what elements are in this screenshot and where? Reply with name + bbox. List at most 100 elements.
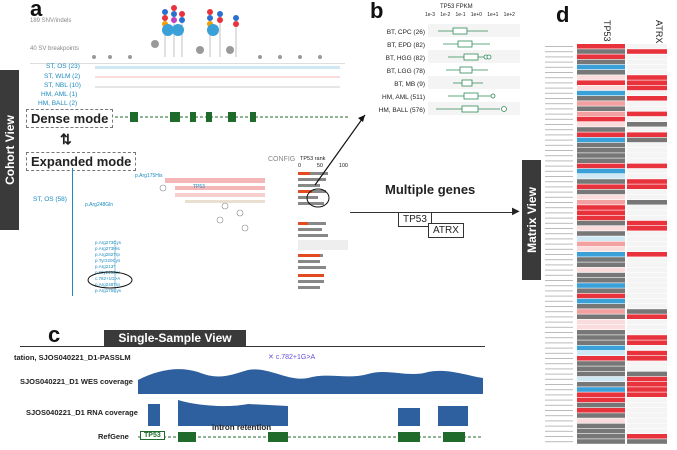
fpkm-group[interactable]: HM, AML (511) [382,94,425,101]
gene-box-tp53[interactable]: TP53 [398,212,432,227]
matrix-cell-atrx [627,376,667,382]
track-os[interactable]: ST, OS (23) [46,63,80,70]
rna-label: SJOS040221_D1 RNA coverage [26,408,138,417]
matrix-cell-tp53 [577,350,625,356]
matrix-row-label [545,181,573,183]
matrix-row-label [545,373,573,375]
variant-label[interactable]: ✕ c.782+1G>A [268,354,316,361]
matrix-cell-atrx [627,272,667,278]
matrix-cell-tp53 [577,132,625,137]
matrix-row-label [545,98,573,99]
fpkm-group[interactable]: BT, HGG (82) [385,55,425,62]
matrix-row-label [545,228,573,229]
matrix-cell-atrx [627,200,667,205]
matrix-cell-tp53 [577,319,625,325]
matrix-cell-atrx [627,59,667,65]
matrix-cell-atrx [627,319,667,325]
matrix-view-tab[interactable]: Matrix View [522,160,541,280]
matrix-cell-tp53 [577,75,625,80]
matrix-row-label [545,118,573,120]
fpkm-group[interactable]: HM, BALL (576) [378,107,425,114]
matrix-row-label [545,46,573,47]
matrix-cell-tp53 [577,49,625,54]
matrix-cell-atrx [627,153,667,158]
single-sample-label: Single-Sample View [118,331,232,345]
expanded-track-label[interactable]: ST, OS (58) [33,196,67,203]
matrix-cell-atrx [627,387,667,392]
svg-text:p.Arg282Trp: p.Arg282Trp [95,252,120,257]
matrix-col-tp53[interactable]: TP53 [602,20,612,42]
matrix-cell-tp53 [577,127,625,132]
cohort-view-tab[interactable]: Cohort View [0,70,19,230]
matrix-cell-atrx [627,262,667,267]
matrix-cell-atrx [627,324,667,330]
matrix-row-label [545,51,573,53]
gene-box-atrx[interactable]: ATRX [428,223,464,238]
matrix-view-label: Matrix View [524,187,539,253]
track-bar [95,76,340,78]
matrix-row-label [545,113,573,115]
matrix-cell-tp53 [577,413,625,418]
fpkm-group[interactable]: BT, CPC (26) [386,29,425,36]
fpkm-tick: 1e-2 [440,12,451,18]
panel-d-letter: d [556,2,570,27]
svg-text:p.Arg273Cys: p.Arg273Cys [95,240,122,245]
fpkm-group[interactable]: BT, MB (9) [394,81,425,88]
tp53-gene-box[interactable]: TP53 [140,431,165,440]
matrix-cell-tp53 [577,314,625,319]
matrix-cell-atrx [627,90,667,96]
config-button[interactable]: CONFIG [268,156,296,163]
matrix-row-label [545,420,573,422]
track-nbl[interactable]: ST, NBL (10) [44,82,81,89]
track-wlm[interactable]: ST, WLM (2) [44,73,81,80]
matrix-row-label [545,264,573,266]
matrix-row-label [545,186,573,188]
expanded-view[interactable]: p.Arg175His p.Arg248Gln TP53 p.Arg273Cys… [75,168,295,298]
matrix-cell-tp53 [577,90,625,96]
matrix-cell-atrx [627,215,667,221]
track-ball[interactable]: HM, BALL (2) [38,100,78,107]
matrix-cell-atrx [627,418,667,423]
expanded-mode-box[interactable]: Expanded mode [26,152,137,171]
matrix-cell-atrx [627,428,667,434]
sv-count-label: 40 SV breakpoints [30,46,80,52]
matrix-cell-tp53 [577,194,625,200]
track-aml[interactable]: HM, AML (1) [41,91,78,98]
matrix-cell-atrx [627,356,667,361]
matrix-cell-tp53 [577,371,625,377]
matrix-grid[interactable] [545,44,670,449]
matrix-row-label [545,77,573,79]
matrix-row-label [545,87,573,89]
gene-model-dense [110,112,348,122]
matrix-cell-atrx [627,402,667,408]
matrix-cell-atrx [627,371,667,377]
matrix-cell-atrx [627,127,667,132]
single-sample-header[interactable]: Single-Sample View [104,330,246,346]
matrix-cell-atrx [627,101,667,106]
matrix-cell-atrx [627,236,667,241]
matrix-cell-atrx [627,226,667,231]
matrix-row-label [545,358,573,359]
matrix-cell-atrx [627,309,667,314]
fpkm-group[interactable]: BT, LGG (78) [386,68,425,75]
matrix-cell-tp53 [577,283,625,288]
matrix-cell-atrx [627,174,667,179]
dense-mode-box[interactable]: Dense mode [26,109,114,128]
toggle-arrows[interactable]: ⇅ [60,131,72,147]
matrix-cell-tp53 [577,309,625,314]
lollipop-plot[interactable] [70,2,350,64]
matrix-cell-atrx [627,137,667,143]
matrix-col-atrx[interactable]: ATRX [654,20,664,44]
matrix-cell-tp53 [577,330,625,335]
matrix-row-label [545,160,573,162]
fpkm-group[interactable]: BT, EPD (82) [387,42,425,49]
matrix-cell-tp53 [577,278,625,283]
matrix-row-label [545,259,573,261]
wes-label: SJOS040221_D1 WES coverage [20,377,133,386]
matrix-row-label [545,248,573,250]
matrix-row-label [545,399,573,401]
mut-label: p.Arg248Gln [85,202,113,208]
matrix-cell-atrx [627,179,667,184]
matrix-row-label [545,280,573,281]
rank-tick: 100 [338,163,348,169]
